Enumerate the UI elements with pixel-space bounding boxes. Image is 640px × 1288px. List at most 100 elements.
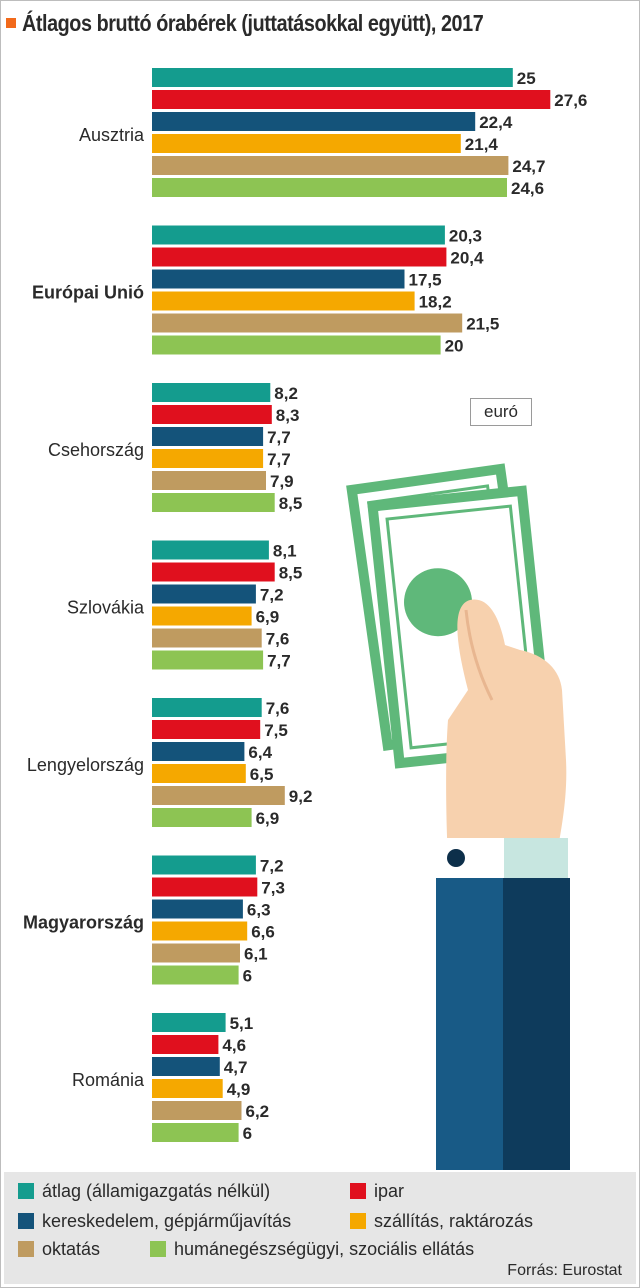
- bar-csehorszag-series-0: [152, 383, 271, 402]
- value-label-lengyelorszag-series-3: 6,5: [250, 765, 274, 784]
- bar-lengyelorszag-series-5: [152, 808, 252, 827]
- bar-europai-unio-series-0: [152, 225, 445, 245]
- legend-swatch-oktatas: [18, 1241, 34, 1257]
- bar-ausztria-series-4: [152, 156, 509, 175]
- bar-lengyelorszag-series-0: [152, 698, 262, 717]
- value-label-szlovakia-series-1: 8,5: [279, 564, 303, 583]
- chart-plot: Ausztria 25 27,6 22,4 21,4 24,7 24,6 Európai Un…: [23, 68, 587, 1170]
- legend-label-oktatas: oktatás: [42, 1238, 101, 1259]
- bar-magyarorszag-series-0: [152, 855, 256, 875]
- bar-ausztria-series-1: [152, 90, 551, 109]
- bar-magyarorszag-series-5: [152, 965, 239, 985]
- bar-lengyelorszag-series-4: [152, 786, 285, 805]
- bar-ausztria-series-5: [152, 178, 507, 197]
- value-label-csehorszag-series-1: 8,3: [276, 406, 300, 425]
- legend-label-humanegeszsegugyi: humánegészségügyi, szociális ellátás: [174, 1238, 475, 1259]
- bar-ausztria-series-3: [152, 134, 461, 153]
- value-label-ausztria-series-4: 24,7: [512, 157, 545, 176]
- legend-swatch-humanegeszsegugyi: [150, 1241, 166, 1257]
- value-label-ausztria-series-5: 24,6: [511, 179, 544, 198]
- legend-swatch-szallitas: [350, 1213, 366, 1229]
- value-label-szlovakia-series-3: 6,9: [256, 608, 280, 627]
- legend-label-szallitas: szállítás, raktározás: [374, 1210, 534, 1231]
- legend-item-kereskedelem: kereskedelem, gépjárműjavítás: [18, 1208, 291, 1234]
- category-label-lengyelorszag: Lengyelország: [27, 755, 144, 775]
- chart-title: Átlagos bruttó órabérek (juttatásokkal e…: [22, 9, 484, 36]
- value-label-csehorszag-series-0: 8,2: [274, 384, 298, 403]
- legend-item-humanegeszsegugyi: humánegészségügyi, szociális ellátás: [150, 1236, 474, 1262]
- bars-layer: Ausztria 25 27,6 22,4 21,4 24,7 24,6 Európai Un…: [23, 68, 587, 1143]
- value-label-magyarorszag-series-3: 6,6: [251, 923, 275, 942]
- bar-szlovakia-series-1: [152, 562, 275, 582]
- value-label-lengyelorszag-series-4: 9,2: [289, 787, 313, 806]
- bar-europai-unio-series-4: [152, 313, 463, 333]
- value-label-magyarorszag-series-2: 6,3: [247, 901, 271, 920]
- bar-lengyelorszag-series-3: [152, 764, 246, 783]
- bar-romania-series-1: [152, 1035, 219, 1054]
- bar-magyarorszag-series-1: [152, 877, 258, 897]
- bar-csehorszag-series-2: [152, 427, 264, 446]
- value-label-ausztria-series-2: 22,4: [479, 113, 513, 132]
- legend-label-ipar: ipar: [374, 1180, 405, 1201]
- value-label-szlovakia-series-5: 7,7: [267, 652, 291, 671]
- bar-magyarorszag-series-2: [152, 899, 243, 919]
- legend-item-ipar: ipar: [350, 1178, 404, 1204]
- value-label-europai-unio-series-4: 21,5: [466, 315, 499, 334]
- category-label-magyarorszag: Magyarország: [23, 913, 144, 933]
- legend-item-atlag: átlag (államigazgatás nélkül): [18, 1178, 270, 1204]
- category-label-europai-unio: Európai Unió: [32, 283, 144, 303]
- value-label-romania-series-4: 6,2: [246, 1102, 270, 1121]
- bar-lengyelorszag-series-1: [152, 720, 261, 739]
- value-label-magyarorszag-series-0: 7,2: [260, 857, 284, 876]
- value-label-magyarorszag-series-5: 6: [243, 967, 252, 986]
- bar-magyarorszag-series-4: [152, 943, 240, 963]
- bar-europai-unio-series-1: [152, 247, 447, 267]
- value-label-europai-unio-series-1: 20,4: [450, 249, 484, 268]
- bar-csehorszag-series-3: [152, 449, 264, 468]
- bar-ausztria-series-0: [152, 68, 513, 87]
- value-label-csehorszag-series-3: 7,7: [267, 450, 291, 469]
- value-label-csehorszag-series-5: 8,5: [279, 494, 303, 513]
- value-label-szlovakia-series-4: 7,6: [266, 630, 290, 649]
- legend-swatch-kereskedelem: [18, 1213, 34, 1229]
- value-label-romania-series-0: 5,1: [230, 1014, 254, 1033]
- bar-europai-unio-series-5: [152, 335, 441, 355]
- value-label-romania-series-1: 4,6: [222, 1036, 246, 1055]
- bar-szlovakia-series-2: [152, 584, 256, 604]
- money-hand-illustration: [346, 463, 570, 1170]
- value-label-ausztria-series-1: 27,6: [554, 91, 587, 110]
- value-label-lengyelorszag-series-5: 6,9: [256, 809, 280, 828]
- title-row: Átlagos bruttó órabérek (juttatásokkal e…: [6, 8, 558, 38]
- legend: átlag (államigazgatás nélkül) ipar keres…: [4, 1172, 636, 1284]
- title-marker: [6, 18, 16, 28]
- bar-szlovakia-series-0: [152, 540, 269, 560]
- bar-csehorszag-series-1: [152, 405, 272, 424]
- value-label-szlovakia-series-0: 8,1: [273, 542, 297, 561]
- value-label-lengyelorszag-series-0: 7,6: [266, 699, 290, 718]
- bar-csehorszag-series-4: [152, 471, 266, 490]
- category-label-szlovakia: Szlovákia: [67, 598, 145, 618]
- bar-csehorszag-series-5: [152, 493, 275, 512]
- value-label-ausztria-series-3: 21,4: [465, 135, 499, 154]
- bar-szlovakia-series-3: [152, 606, 252, 626]
- legend-label-kereskedelem: kereskedelem, gépjárműjavítás: [42, 1210, 292, 1231]
- legend-item-oktatas: oktatás: [18, 1236, 100, 1262]
- legend-swatch-ipar: [350, 1183, 366, 1199]
- bar-romania-series-4: [152, 1101, 242, 1120]
- bar-magyarorszag-series-3: [152, 921, 248, 941]
- bar-szlovakia-series-5: [152, 650, 264, 670]
- value-label-csehorszag-series-2: 7,7: [267, 428, 291, 447]
- value-label-europai-unio-series-0: 20,3: [449, 227, 482, 246]
- value-label-romania-series-3: 4,9: [227, 1080, 251, 1099]
- bar-ausztria-series-2: [152, 112, 476, 131]
- legend-label-atlag: átlag (államigazgatás nélkül): [42, 1180, 271, 1201]
- value-label-lengyelorszag-series-2: 6,4: [248, 743, 272, 762]
- legend-swatch-atlag: [18, 1183, 34, 1199]
- value-label-romania-series-5: 6: [243, 1124, 252, 1143]
- value-label-europai-unio-series-2: 17,5: [409, 271, 442, 290]
- value-label-ausztria-series-0: 25: [517, 69, 536, 88]
- value-label-szlovakia-series-2: 7,2: [260, 586, 284, 605]
- category-label-ausztria: Ausztria: [79, 125, 145, 145]
- category-label-csehorszag: Csehország: [48, 440, 144, 460]
- value-label-magyarorszag-series-1: 7,3: [261, 879, 285, 898]
